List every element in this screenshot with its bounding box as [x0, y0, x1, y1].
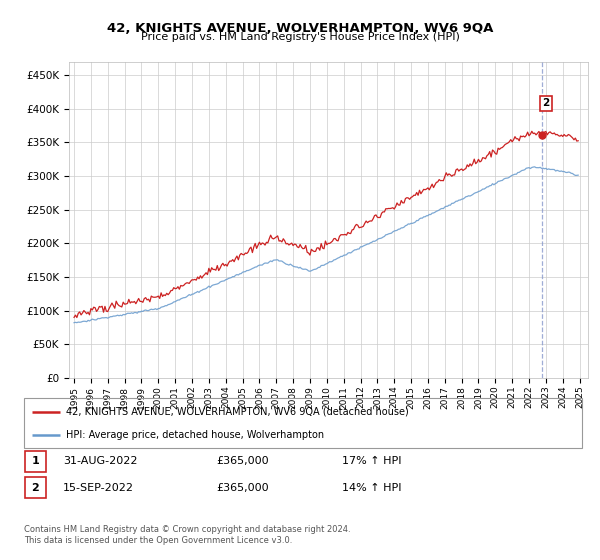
Text: 42, KNIGHTS AVENUE, WOLVERHAMPTON, WV6 9QA: 42, KNIGHTS AVENUE, WOLVERHAMPTON, WV6 9…: [107, 22, 493, 35]
Text: £365,000: £365,000: [216, 483, 269, 493]
Text: Contains HM Land Registry data © Crown copyright and database right 2024.
This d: Contains HM Land Registry data © Crown c…: [24, 525, 350, 545]
Text: £365,000: £365,000: [216, 456, 269, 466]
Text: HPI: Average price, detached house, Wolverhampton: HPI: Average price, detached house, Wolv…: [66, 431, 324, 440]
Text: 2: 2: [542, 99, 550, 108]
Text: 1: 1: [32, 456, 39, 466]
Text: 2: 2: [32, 483, 39, 493]
Text: 31-AUG-2022: 31-AUG-2022: [63, 456, 137, 466]
Text: 42, KNIGHTS AVENUE, WOLVERHAMPTON, WV6 9QA (detached house): 42, KNIGHTS AVENUE, WOLVERHAMPTON, WV6 9…: [66, 407, 409, 417]
Text: 14% ↑ HPI: 14% ↑ HPI: [342, 483, 401, 493]
Text: 15-SEP-2022: 15-SEP-2022: [63, 483, 134, 493]
Text: 17% ↑ HPI: 17% ↑ HPI: [342, 456, 401, 466]
Text: Price paid vs. HM Land Registry's House Price Index (HPI): Price paid vs. HM Land Registry's House …: [140, 32, 460, 43]
